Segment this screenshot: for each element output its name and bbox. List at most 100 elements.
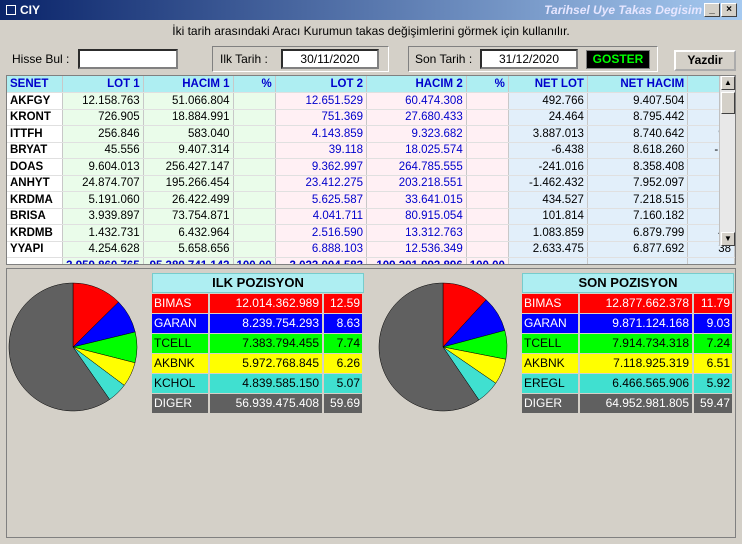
grid-cell: ANHYT <box>7 175 64 192</box>
position-row[interactable]: EREGL 6.466.565.906 5.92 <box>522 374 732 393</box>
position-pct: 7.24 <box>692 334 732 353</box>
grid-cell: 2.516.590 <box>275 224 368 242</box>
position-row[interactable]: BIMAS 12.877.662.378 11.79 <box>522 294 732 313</box>
grid-cell <box>233 191 276 209</box>
first-date-input[interactable]: 30/11/2020 <box>281 49 379 69</box>
position-value: 64.952.981.805 <box>578 394 692 413</box>
grid-cell: 18.025.574 <box>366 142 467 159</box>
app-name: CIY <box>20 3 41 17</box>
grid-cell: DOAS <box>7 158 64 176</box>
minimize-button[interactable]: _ <box>704 3 720 17</box>
window-title: Tarihsel Uye Takas Degisim <box>544 3 702 17</box>
grid-cell: 8.740.642 <box>587 125 689 143</box>
grid-cell <box>466 175 509 192</box>
table-row[interactable]: DOAS 9.604.013 256.427.147 9.362.997 264.785… <box>7 158 735 176</box>
grid-cell: 203.218.551 <box>366 175 467 192</box>
position-value: 8.239.754.293 <box>208 314 322 333</box>
grid-cell <box>687 257 735 264</box>
grid-cell <box>233 224 276 242</box>
grid-header-row[interactable]: SENET LOT 1 HACIM 1% LOT 2 HACIM 2% NET LOT NE… <box>7 76 735 93</box>
position-row[interactable]: KCHOL 4.839.585.150 5.07 <box>152 374 362 393</box>
position-pct: 6.51 <box>692 354 732 373</box>
table-row[interactable]: YYAPI 4.254.628 5.658.656 6.888.103 12.536.3… <box>7 241 735 258</box>
grid-cell: KRDMA <box>7 191 64 209</box>
grid-cell <box>466 224 509 242</box>
position-name: GARAN <box>522 314 578 333</box>
grid-cell: 27.680.433 <box>366 109 467 126</box>
position-pct: 8.63 <box>322 314 362 333</box>
grid-cell: 3.023.004.583 <box>275 257 368 264</box>
table-row[interactable]: ANHYT 24.874.707 195.266.454 23.412.275 203.… <box>7 175 735 192</box>
position-value: 12.877.662.378 <box>578 294 692 313</box>
grid-cell: 26.422.499 <box>143 191 234 209</box>
pie-slice <box>8 282 110 412</box>
scroll-up-icon[interactable]: ▲ <box>721 76 735 90</box>
search-input[interactable] <box>78 49 178 69</box>
position-pct: 5.07 <box>322 374 362 393</box>
grid-cell: 751.369 <box>275 109 368 126</box>
grid-cell: NET HACIM <box>587 76 689 93</box>
grid-cell: LOT 1 <box>62 76 144 93</box>
ilk-pozisyon-title: ILK POZISYON <box>152 273 364 293</box>
grid-cell <box>466 158 509 176</box>
grid-cell: BRISA <box>7 208 64 225</box>
grid-cell <box>466 241 509 258</box>
grid-cell: 3.939.897 <box>62 208 144 225</box>
search-label: Hisse Bul : <box>12 52 70 66</box>
goster-button[interactable]: GOSTER <box>586 50 650 69</box>
grid-cell: 109.201.993.896 <box>366 257 467 264</box>
position-name: DIGER <box>152 394 208 413</box>
app-label[interactable]: CIY <box>6 3 40 17</box>
grid-cell: 6.877.692 <box>587 241 689 258</box>
table-row[interactable]: KRDMA 5.191.060 26.422.499 5.625.587 33.641.… <box>7 191 735 209</box>
position-pct: 59.47 <box>692 394 732 413</box>
grid-cell: 8.795.442 <box>587 109 689 126</box>
position-name: KCHOL <box>152 374 208 393</box>
table-row[interactable]: BRYAT 45.556 9.407.314 39.118 18.025.574 -6.4… <box>7 142 735 159</box>
last-date-input[interactable]: 31/12/2020 <box>480 49 578 69</box>
position-row[interactable]: TCELL 7.914.734.318 7.24 <box>522 334 732 353</box>
hint-text: İki tarih arasındaki Aracı Kurumun takas… <box>172 24 570 38</box>
grid-cell: 6.879.799 <box>587 224 689 242</box>
position-row[interactable]: DIGER 64.952.981.805 59.47 <box>522 394 732 413</box>
grid-cell: % <box>233 76 276 93</box>
data-grid[interactable]: SENET LOT 1 HACIM 1% LOT 2 HACIM 2% NET LOT NE… <box>6 75 736 265</box>
grid-cell: 13.312.763 <box>366 224 467 242</box>
position-row[interactable]: TCELL 7.383.794.455 7.74 <box>152 334 362 353</box>
position-name: TCELL <box>152 334 208 353</box>
grid-totals-row[interactable]: 3.959.860.76595.389.741.143100,003.023.0… <box>7 257 735 264</box>
first-date-group <box>212 46 389 72</box>
scroll-down-icon[interactable]: ▼ <box>721 232 735 246</box>
table-row[interactable]: KRONT 726.905 18.884.991 751.369 27.680.433 2… <box>7 109 735 126</box>
table-row[interactable]: ITTFH 256.846 583.040 4.143.859 9.323.682 3.8… <box>7 125 735 143</box>
position-row[interactable]: BIMAS 12.014.362.989 12.59 <box>152 294 362 313</box>
table-row[interactable]: BRISA 3.939.897 73.754.871 4.041.711 80.915.… <box>7 208 735 225</box>
grid-cell <box>233 92 276 110</box>
position-row[interactable]: GARAN 9.871.124.168 9.03 <box>522 314 732 333</box>
position-row[interactable]: AKBNK 7.118.925.319 6.51 <box>522 354 732 373</box>
table-row[interactable]: AKFGY 12.158.763 51.066.804 12.651.529 60.47… <box>7 92 735 110</box>
position-row[interactable]: GARAN 8.239.754.293 8.63 <box>152 314 362 333</box>
scroll-thumb[interactable] <box>721 92 735 114</box>
grid-cell: 7.952.097 <box>587 175 689 192</box>
close-button[interactable]: × <box>721 3 737 17</box>
pie-slice <box>378 282 480 412</box>
window-icon <box>6 5 16 15</box>
grid-cell: 583.040 <box>143 125 234 143</box>
grid-cell: YYAPI <box>7 241 64 258</box>
position-name: EREGL <box>522 374 578 393</box>
table-row[interactable]: KRDMB 1.432.731 6.432.964 2.516.590 13.312.7… <box>7 224 735 242</box>
grid-cell: 7.160.182 <box>587 208 689 225</box>
position-row[interactable]: DIGER 56.939.475.408 59.69 <box>152 394 362 413</box>
grid-cell: -241.016 <box>508 158 588 176</box>
grid-cell: % <box>466 76 509 93</box>
grid-cell: 9.362.997 <box>275 158 368 176</box>
grid-scrollbar[interactable]: ▲ ▼ <box>719 76 735 246</box>
position-value: 7.118.925.319 <box>578 354 692 373</box>
grid-cell: NET LOT <box>508 76 588 93</box>
yazdir-button[interactable]: Yazdir <box>674 50 736 71</box>
grid-cell: LOT 2 <box>275 76 368 93</box>
position-row[interactable]: AKBNK 5.972.768.845 6.26 <box>152 354 362 373</box>
grid-cell <box>233 142 276 159</box>
grid-cell <box>466 109 509 126</box>
